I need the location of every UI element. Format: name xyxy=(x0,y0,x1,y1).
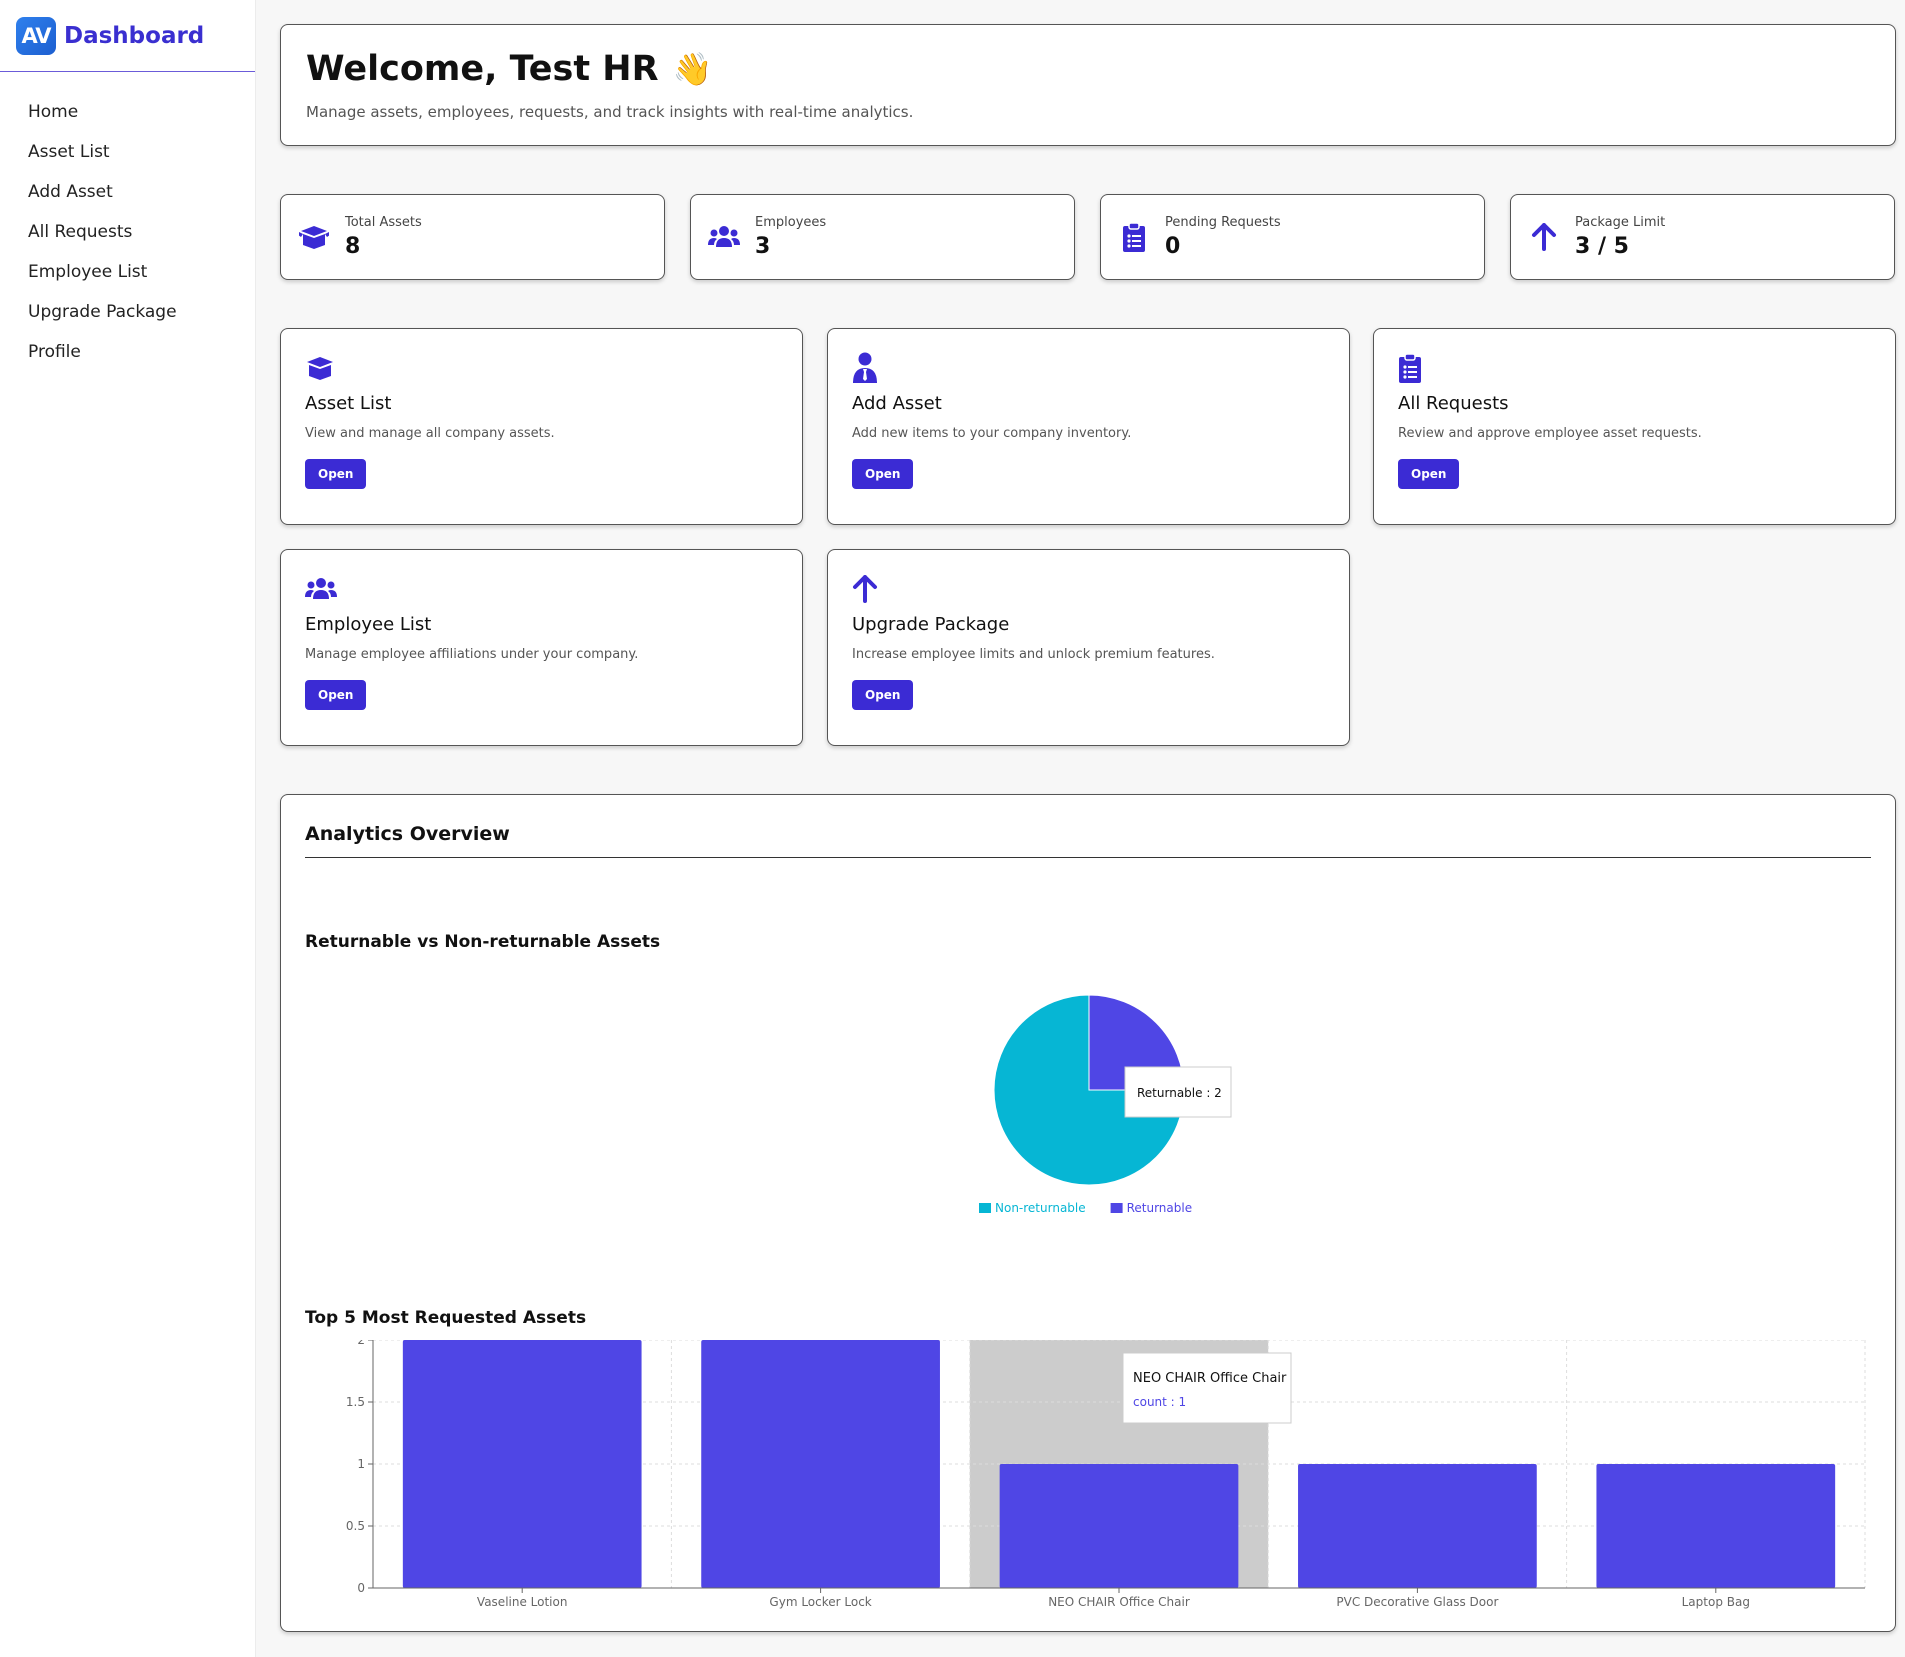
clipboard-list-icon xyxy=(1398,351,1432,385)
brand-logo: AV xyxy=(16,16,56,55)
bar-chart: 0 0.5 1 1.5 2 Vaseline Lotion Gym Locker Lock N… xyxy=(346,1340,1866,1609)
open-all-requests-button[interactable]: Open xyxy=(1398,459,1460,489)
stat-value: 3 / 5 xyxy=(1575,234,1629,259)
card-description: Manage employee affiliations under your … xyxy=(305,647,639,662)
quick-card-employee-list: Employee List Manage employee affiliatio… xyxy=(280,549,803,746)
legend-swatch xyxy=(979,1203,991,1213)
card-title: Asset List xyxy=(305,393,392,414)
bar-tooltip-value: count : 1 xyxy=(1133,1395,1186,1409)
users-icon xyxy=(305,572,339,606)
card-title: All Requests xyxy=(1398,393,1509,414)
open-asset-list-button[interactable]: Open xyxy=(305,459,367,489)
user-tie-icon xyxy=(852,351,886,385)
open-upgrade-package-button[interactable]: Open xyxy=(852,680,914,710)
card-description: View and manage all company assets. xyxy=(305,426,555,441)
sidebar-item-upgrade-package[interactable]: Upgrade Package xyxy=(28,302,177,322)
stat-label: Pending Requests xyxy=(1165,215,1281,230)
bar-tooltip-title: NEO CHAIR Office Chair xyxy=(1133,1371,1287,1386)
open-employee-list-button[interactable]: Open xyxy=(305,680,367,710)
analytics-title: Analytics Overview xyxy=(305,823,1871,858)
card-title: Add Asset xyxy=(852,393,942,414)
bar-3[interactable] xyxy=(999,1464,1239,1588)
bar-1[interactable] xyxy=(402,1340,642,1588)
stat-label: Employees xyxy=(755,215,827,230)
sidebar-item-profile[interactable]: Profile xyxy=(28,342,81,362)
open-add-asset-button[interactable]: Open xyxy=(852,459,914,489)
sidebar-nav: Home Asset List Add Asset All Requests E… xyxy=(0,72,255,372)
bar-chart-title: Top 5 Most Requested Assets xyxy=(305,1308,587,1328)
quick-card-all-requests: All Requests Review and approve employee… xyxy=(1373,328,1896,525)
card-title: Employee List xyxy=(305,614,432,635)
sidebar: AV Dashboard Home Asset List Add Asset A… xyxy=(0,0,256,1657)
stat-label: Total Assets xyxy=(345,215,422,230)
quick-card-asset-list: Asset List View and manage all company a… xyxy=(280,328,803,525)
welcome-title: Welcome, Test HR xyxy=(306,49,659,89)
box-icon xyxy=(297,220,331,254)
box-icon xyxy=(305,351,339,385)
legend-label[interactable]: Non-returnable xyxy=(995,1201,1086,1215)
y-tick-label: 0.5 xyxy=(346,1519,365,1533)
sidebar-item-asset-list[interactable]: Asset List xyxy=(28,142,110,162)
welcome-card: Welcome, Test HR 👋 Manage assets, employ… xyxy=(280,24,1896,146)
brand[interactable]: AV Dashboard xyxy=(0,0,255,72)
card-title: Upgrade Package xyxy=(852,614,1010,635)
stat-value: 0 xyxy=(1165,234,1181,259)
x-tick-label: Gym Locker Lock xyxy=(769,1595,871,1609)
waving-hand-icon: 👋 xyxy=(672,50,713,88)
stat-total-assets: Total Assets 8 xyxy=(280,194,665,280)
bar-tooltip: NEO CHAIR Office Chair count : 1 xyxy=(1122,1352,1292,1424)
quick-card-upgrade-package: Upgrade Package Increase employee limits… xyxy=(827,549,1350,746)
bar-4[interactable] xyxy=(1298,1464,1537,1588)
y-tick-label: 1 xyxy=(357,1457,365,1471)
pie-tooltip: Returnable : 2 xyxy=(1124,1066,1232,1118)
sidebar-item-add-asset[interactable]: Add Asset xyxy=(28,182,113,202)
x-tick-label: Laptop Bag xyxy=(1682,1595,1750,1609)
stat-employees: Employees 3 xyxy=(690,194,1075,280)
stat-pending-requests: Pending Requests 0 xyxy=(1100,194,1485,280)
sidebar-item-home[interactable]: Home xyxy=(28,102,79,122)
quick-card-add-asset: Add Asset Add new items to your company … xyxy=(827,328,1350,525)
sidebar-item-employee-list[interactable]: Employee List xyxy=(28,262,148,282)
stat-label: Package Limit xyxy=(1575,215,1666,230)
brand-title: Dashboard xyxy=(64,22,205,49)
pie-slice-non-returnable[interactable] xyxy=(993,994,1185,1186)
legend-label[interactable]: Returnable xyxy=(1127,1201,1193,1215)
bar-2[interactable] xyxy=(701,1340,940,1588)
stat-package-limit: Package Limit 3 / 5 xyxy=(1510,194,1895,280)
y-tick-label: 2 xyxy=(357,1340,365,1347)
page-title: Welcome, Test HR 👋 xyxy=(306,49,1870,89)
pie-legend: Non-returnable Returnable xyxy=(979,1201,1192,1215)
card-description: Increase employee limits and unlock prem… xyxy=(852,647,1215,662)
pie-tooltip-text: Returnable : 2 xyxy=(1137,1086,1222,1100)
legend-swatch xyxy=(1110,1203,1123,1213)
card-description: Add new items to your company inventory. xyxy=(852,426,1132,441)
arrow-up-icon xyxy=(852,572,886,606)
card-description: Review and approve employee asset reques… xyxy=(1398,426,1702,441)
analytics-card: Analytics Overview Returnable vs Non-ret… xyxy=(280,794,1896,1632)
y-tick-label: 0 xyxy=(357,1581,365,1595)
x-tick-label: NEO CHAIR Office Chair xyxy=(1048,1595,1190,1609)
stat-value: 8 xyxy=(345,234,361,259)
bar-5[interactable] xyxy=(1596,1464,1836,1588)
x-tick-label: PVC Decorative Glass Door xyxy=(1336,1595,1498,1609)
x-tick-label: Vaseline Lotion xyxy=(477,1595,568,1609)
stat-value: 3 xyxy=(755,234,771,259)
pie-chart-title: Returnable vs Non-returnable Assets xyxy=(305,932,661,952)
y-tick-label: 1.5 xyxy=(346,1395,365,1409)
sidebar-item-all-requests[interactable]: All Requests xyxy=(28,222,133,242)
clipboard-list-icon xyxy=(1117,220,1151,254)
welcome-subtitle: Manage assets, employees, requests, and … xyxy=(306,103,914,121)
users-icon xyxy=(707,220,741,254)
pie-chart: Returnable : 2 Non-returnable Returnable xyxy=(979,994,1232,1215)
arrow-up-icon xyxy=(1527,220,1561,254)
